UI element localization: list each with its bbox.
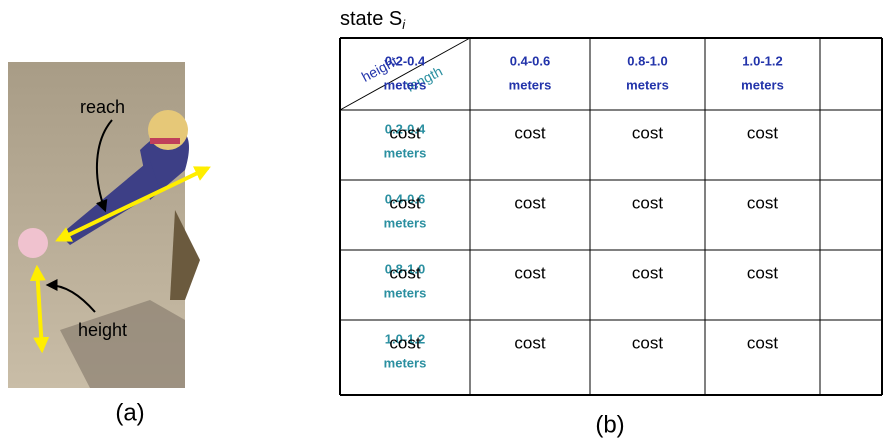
cost-cell: cost <box>389 333 420 352</box>
cost-cell: cost <box>514 263 545 282</box>
cost-cell: cost <box>514 193 545 212</box>
row-header: meters <box>384 355 427 370</box>
table-title: state Si <box>340 8 406 32</box>
column-header: meters <box>384 77 427 92</box>
cost-cell: cost <box>747 263 778 282</box>
cost-cell: cost <box>389 263 420 282</box>
column-header: meters <box>741 77 784 92</box>
column-header: meters <box>626 77 669 92</box>
row-header: meters <box>384 285 427 300</box>
title-text: state S <box>340 8 402 30</box>
cost-cell: cost <box>514 123 545 142</box>
caption-a: (a) <box>115 399 144 426</box>
caption-b: (b) <box>595 411 624 438</box>
column-header: 0.2-0.4 <box>385 53 426 68</box>
cost-cell: cost <box>747 193 778 212</box>
height-label: height <box>78 320 127 340</box>
column-header: 0.4-0.6 <box>510 53 550 68</box>
row-header: meters <box>384 145 427 160</box>
cost-cell: cost <box>747 333 778 352</box>
figure: reach height (a) state Si heightlength0.… <box>0 0 888 447</box>
column-header: 1.0-1.2 <box>742 53 782 68</box>
cost-cell: cost <box>747 123 778 142</box>
cost-cell: cost <box>632 263 663 282</box>
reach-label: reach <box>80 97 125 117</box>
cost-cell: cost <box>632 333 663 352</box>
cost-cell: cost <box>514 333 545 352</box>
row-header: meters <box>384 215 427 230</box>
cost-cell: cost <box>389 123 420 142</box>
character-image: reach height <box>8 62 208 388</box>
cost-cell: cost <box>632 193 663 212</box>
column-header: meters <box>509 77 552 92</box>
cost-cell: cost <box>632 123 663 142</box>
title-subscript: i <box>402 17 406 32</box>
cost-cell: cost <box>389 193 420 212</box>
column-header: 0.8-1.0 <box>627 53 667 68</box>
